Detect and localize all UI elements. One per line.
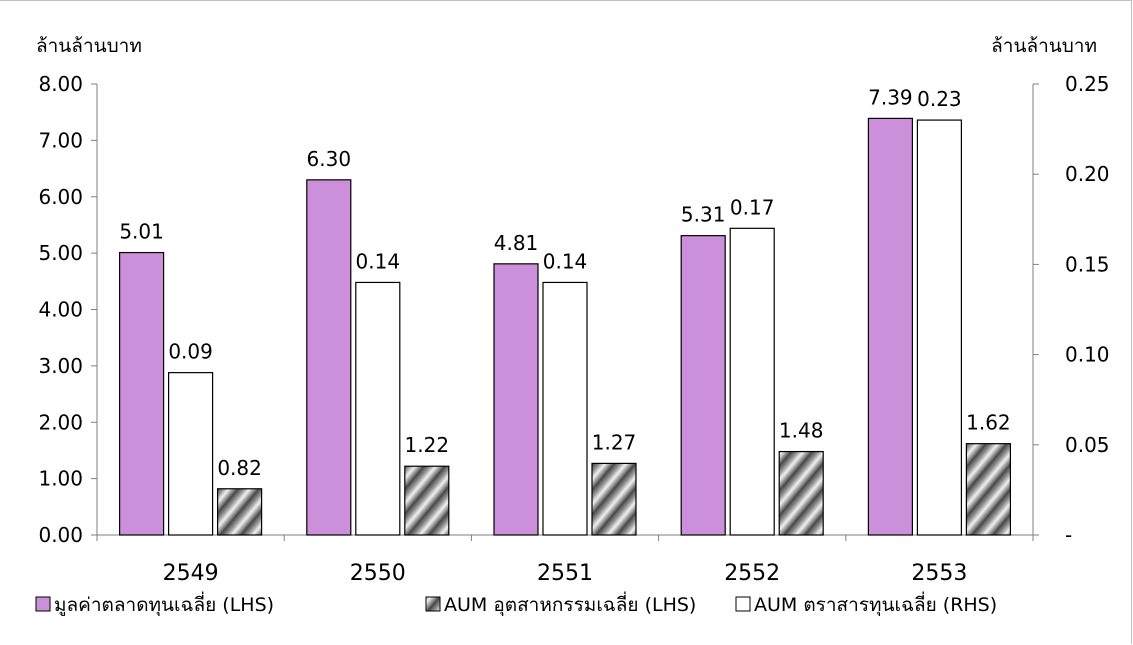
right-tick-label: 0.15 xyxy=(1065,252,1110,276)
data-label: 4.81 xyxy=(494,231,539,255)
left-axis: 0.00 1.00 2.00 3.00 4.00 5.00 6.00 7.00 8.00 xyxy=(38,72,98,547)
data-label: 5.31 xyxy=(681,203,726,227)
left-axis-unit-label: ล้านล้านบาท xyxy=(36,35,142,57)
left-tick-label: 6.00 xyxy=(38,185,83,209)
legend-swatch xyxy=(425,596,441,612)
data-label: 0.23 xyxy=(917,87,962,111)
bars xyxy=(118,117,1012,536)
market-cap-bar xyxy=(493,263,539,536)
left-tick-label: 8.00 xyxy=(38,72,83,96)
data-label: 0.14 xyxy=(356,249,401,273)
left-tick-label: 5.00 xyxy=(38,241,83,265)
legend-item-market-cap: มูลค่าตลาดทุนเฉลี่ย (LHS) xyxy=(35,591,274,617)
industry-aum-bar xyxy=(217,488,263,536)
right-axis: - 0.05 0.10 0.15 0.20 0.25 xyxy=(1032,72,1110,547)
market-cap-bar xyxy=(680,235,726,536)
right-tick-label: - xyxy=(1065,523,1072,547)
legend-label: มูลค่าตลาดทุนเฉลี่ย (LHS) xyxy=(54,591,274,617)
data-label: 5.01 xyxy=(119,220,164,244)
left-tick-label: 0.00 xyxy=(38,523,83,547)
right-tick-label: 0.20 xyxy=(1065,162,1110,186)
legend-label: AUM ตราสารทุนเฉลี่ย (RHS) xyxy=(754,591,997,617)
data-label: 1.48 xyxy=(779,419,824,443)
legend-swatch xyxy=(735,596,751,612)
industry-aum-bar xyxy=(965,443,1012,536)
data-label: 7.39 xyxy=(868,85,913,109)
equity-aum-bar xyxy=(729,227,775,536)
category-label: 2552 xyxy=(724,561,780,586)
data-label: 0.82 xyxy=(217,456,262,480)
right-tick-label: 0.05 xyxy=(1065,433,1110,457)
data-label: 0.14 xyxy=(543,249,588,273)
left-tick-label: 1.00 xyxy=(38,467,83,491)
data-label: 1.62 xyxy=(966,411,1011,435)
left-tick-label: 3.00 xyxy=(38,354,83,378)
industry-aum-bar xyxy=(404,465,450,536)
category-label: 2550 xyxy=(350,561,406,586)
left-tick-label: 2.00 xyxy=(38,410,83,434)
data-label: 6.30 xyxy=(307,147,352,171)
x-axis: 2549 2550 2551 2552 2553 xyxy=(96,534,1034,586)
industry-aum-bar xyxy=(778,450,824,536)
market-cap-bar xyxy=(867,117,914,536)
data-label: 0.09 xyxy=(168,340,213,364)
category-label: 2549 xyxy=(163,561,219,586)
data-label: 1.27 xyxy=(592,430,637,454)
legend: มูลค่าตลาดทุนเฉลี่ย (LHS) AUM อุตสาหกรรมเ… xyxy=(35,591,997,617)
legend-item-industry-aum: AUM อุตสาหกรรมเฉลี่ย (LHS) xyxy=(425,591,696,617)
legend-label: AUM อุตสาหกรรมเฉลี่ย (LHS) xyxy=(444,591,696,617)
equity-aum-bar xyxy=(542,281,588,536)
left-tick-label: 7.00 xyxy=(38,128,83,152)
market-cap-bar xyxy=(306,179,352,536)
equity-aum-bar xyxy=(168,372,214,536)
category-label: 2551 xyxy=(537,561,593,586)
market-cap-bar xyxy=(118,251,165,536)
right-tick-label: 0.10 xyxy=(1065,343,1110,367)
category-label: 2553 xyxy=(911,561,967,586)
legend-item-equity-aum: AUM ตราสารทุนเฉลี่ย (RHS) xyxy=(735,591,997,617)
data-label: 1.22 xyxy=(405,433,450,457)
right-tick-label: 0.25 xyxy=(1065,72,1110,96)
industry-aum-bar xyxy=(591,462,637,536)
legend-swatch xyxy=(35,596,51,612)
equity-aum-bar xyxy=(916,119,963,536)
left-tick-label: 4.00 xyxy=(38,298,83,322)
right-axis-unit-label: ล้านล้านบาท xyxy=(991,35,1097,57)
data-labels: 5.010.090.826.300.141.224.810.141.275.31… xyxy=(119,85,1010,479)
data-label: 0.17 xyxy=(730,195,775,219)
equity-aum-bar xyxy=(355,281,401,536)
